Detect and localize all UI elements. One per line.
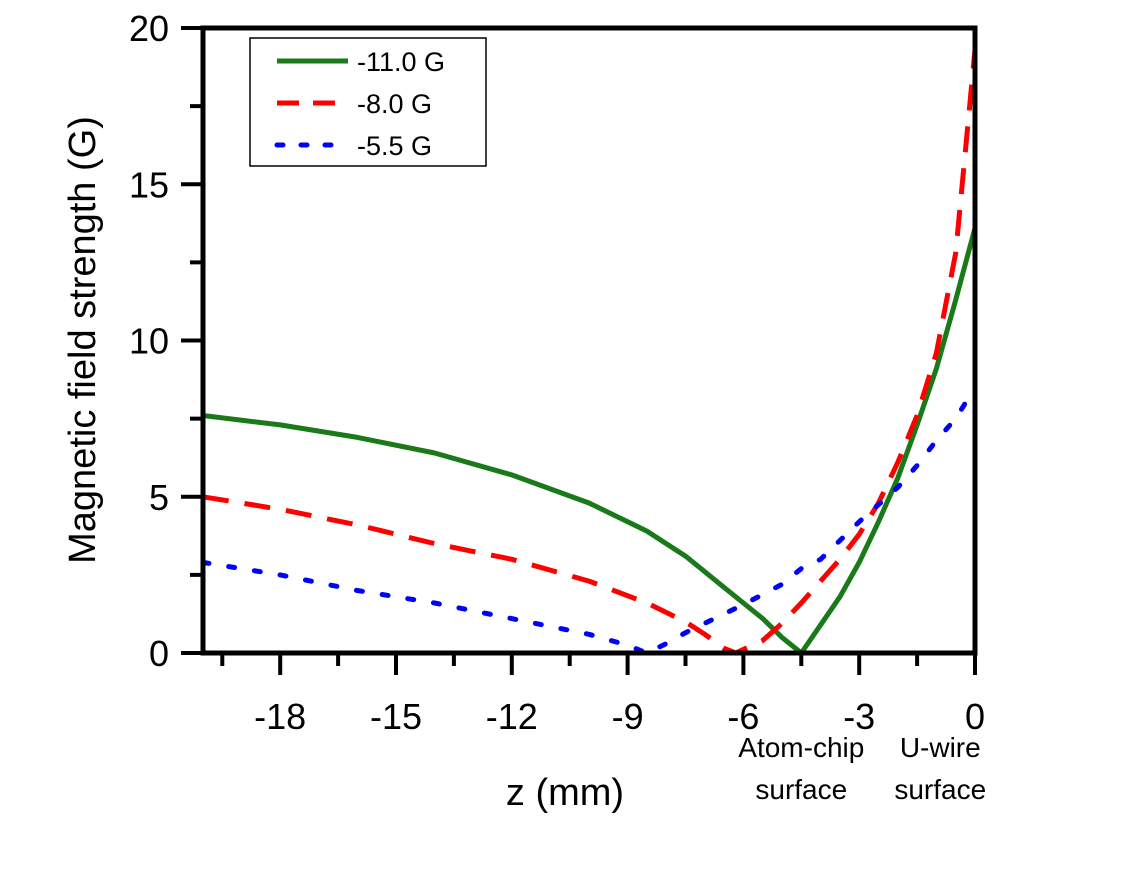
x-tick-label: -6: [727, 696, 759, 737]
legend-label-0: -11.0 G: [357, 47, 445, 77]
x-axis-ticks: -18 -15 -12 -9 -6 -3 0: [220, 653, 985, 737]
series-line-2: [200, 384, 978, 656]
x-tick-label: -3: [843, 696, 875, 737]
annotation-label-1: U-wire: [900, 732, 981, 763]
y-tick-label: 15: [129, 164, 169, 205]
y-tick-label: 10: [129, 321, 169, 362]
y-tick-label: 5: [149, 477, 169, 518]
annotation-label-0: surface: [755, 774, 847, 805]
annotations: Atom-chip surface U-wire surface: [738, 732, 986, 805]
legend-label-2: -5.5 G: [357, 131, 432, 161]
x-tick-label: -12: [486, 696, 538, 737]
x-tick-label: -15: [370, 696, 422, 737]
legend: -11.0 G -8.0 G -5.5 G: [249, 37, 487, 167]
y-axis-ticks: 0 5 10 15 20: [129, 8, 203, 674]
x-tick-label: 0: [965, 696, 985, 737]
annotation-label-1: surface: [894, 774, 986, 805]
x-tick-label: -9: [612, 696, 644, 737]
y-tick-label: 0: [149, 633, 169, 674]
series-layer: [200, 49, 978, 656]
x-axis-title: z (mm): [506, 772, 624, 814]
y-axis-title: Magnetic field strength (G): [62, 116, 104, 564]
annotation-label-0: Atom-chip: [738, 732, 864, 763]
y-tick-label: 20: [129, 8, 169, 49]
x-tick-label: -18: [254, 696, 306, 737]
legend-label-1: -8.0 G: [357, 89, 432, 119]
series-line-0: [202, 227, 978, 656]
series-line-1: [202, 49, 978, 656]
legend-items: -11.0 G -8.0 G -5.5 G: [274, 47, 445, 161]
